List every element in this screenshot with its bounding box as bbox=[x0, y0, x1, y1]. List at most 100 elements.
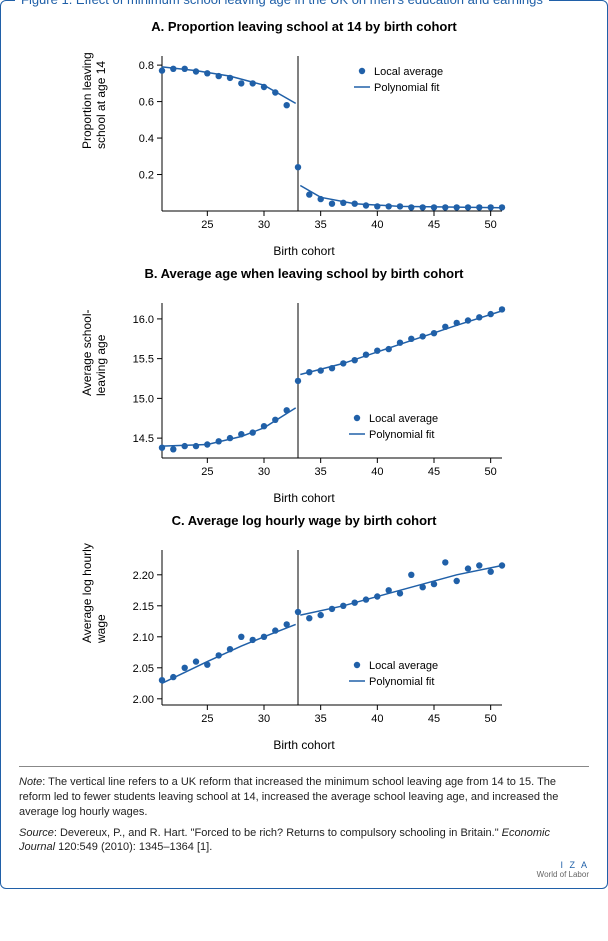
panel-C: C. Average log hourly wage by birth coho… bbox=[19, 513, 589, 752]
data-point bbox=[238, 634, 244, 640]
data-point bbox=[420, 204, 426, 210]
data-point bbox=[352, 357, 358, 363]
data-point bbox=[216, 73, 222, 79]
data-point bbox=[476, 204, 482, 210]
y-axis-label: Average log hourlywage bbox=[80, 627, 108, 643]
data-point bbox=[272, 417, 278, 423]
x-tick-label: 30 bbox=[258, 219, 270, 231]
x-tick-label: 50 bbox=[485, 219, 497, 231]
x-tick-label: 35 bbox=[315, 713, 327, 725]
data-point bbox=[238, 80, 244, 86]
panels-container: A. Proportion leaving school at 14 by bi… bbox=[19, 19, 589, 752]
data-point bbox=[363, 352, 369, 358]
data-point bbox=[204, 70, 210, 76]
data-point bbox=[182, 665, 188, 671]
data-point bbox=[284, 102, 290, 108]
x-tick-label: 40 bbox=[371, 219, 383, 231]
data-point bbox=[363, 596, 369, 602]
data-point bbox=[431, 204, 437, 210]
data-point bbox=[284, 407, 290, 413]
footer-branding: I Z A World of Labor bbox=[19, 861, 589, 880]
y-axis-label: Average school-leaving age bbox=[80, 380, 108, 396]
data-point bbox=[159, 677, 165, 683]
x-tick-label: 35 bbox=[315, 219, 327, 231]
data-point bbox=[329, 201, 335, 207]
panel-title: B. Average age when leaving school by bi… bbox=[144, 266, 463, 281]
legend: Local averagePolynomial fit bbox=[354, 66, 443, 94]
x-tick-label: 45 bbox=[428, 713, 440, 725]
legend: Local average Polynomial fit bbox=[349, 660, 438, 688]
data-point bbox=[386, 587, 392, 593]
data-point bbox=[397, 340, 403, 346]
data-point bbox=[408, 204, 414, 210]
source-text: Source: Devereux, P., and R. Hart. "Forc… bbox=[19, 826, 589, 856]
y-tick-label: 14.5 bbox=[133, 433, 154, 445]
data-point bbox=[238, 431, 244, 437]
data-point bbox=[340, 360, 346, 366]
data-point bbox=[476, 314, 482, 320]
x-tick-label: 50 bbox=[485, 466, 497, 478]
data-point bbox=[408, 572, 414, 578]
data-point bbox=[454, 578, 460, 584]
x-tick-label: 30 bbox=[258, 713, 270, 725]
data-point bbox=[227, 646, 233, 652]
data-point bbox=[170, 446, 176, 452]
notes-section: Note: The vertical line refers to a UK r… bbox=[19, 766, 589, 855]
y-tick-label: 0.6 bbox=[139, 97, 154, 109]
chart-svg: 2530354045500.20.40.60.8Local averagePol… bbox=[102, 36, 522, 246]
source-suffix: 120:549 (2010): 1345–1364 [1]. bbox=[55, 841, 212, 853]
chart-wrap: Average school-leaving age25303540455014… bbox=[86, 283, 522, 493]
source-prefix: : Devereux, P., and R. Hart. "Forced to … bbox=[54, 827, 502, 839]
data-point bbox=[261, 634, 267, 640]
data-point bbox=[488, 204, 494, 210]
data-point bbox=[227, 75, 233, 81]
data-point bbox=[227, 435, 233, 441]
x-axis-label: Birth cohort bbox=[273, 738, 334, 752]
data-point bbox=[374, 593, 380, 599]
data-point bbox=[318, 612, 324, 618]
note-text: Note: The vertical line refers to a UK r… bbox=[19, 775, 589, 820]
x-tick-label: 40 bbox=[371, 713, 383, 725]
legend-marker-icon bbox=[354, 662, 360, 668]
data-point bbox=[397, 203, 403, 209]
data-point bbox=[329, 606, 335, 612]
legend-marker-label: Local average bbox=[369, 413, 438, 425]
data-point bbox=[204, 662, 210, 668]
data-point bbox=[216, 652, 222, 658]
source-label: Source bbox=[19, 827, 54, 839]
y-tick-label: 0.4 bbox=[139, 133, 154, 145]
data-point bbox=[182, 443, 188, 449]
x-tick-label: 30 bbox=[258, 466, 270, 478]
data-point bbox=[204, 441, 210, 447]
x-tick-label: 25 bbox=[201, 713, 213, 725]
data-point bbox=[193, 443, 199, 449]
data-point bbox=[182, 66, 188, 72]
figure-container: Figure 1. Effect of minimum school leavi… bbox=[0, 0, 608, 889]
fit-line-left bbox=[162, 67, 296, 104]
data-point bbox=[295, 164, 301, 170]
panel-title: C. Average log hourly wage by birth coho… bbox=[172, 513, 437, 528]
data-point bbox=[306, 615, 312, 621]
data-point bbox=[420, 584, 426, 590]
data-point bbox=[272, 89, 278, 95]
data-point bbox=[352, 600, 358, 606]
data-point bbox=[261, 84, 267, 90]
data-point bbox=[499, 306, 505, 312]
data-point bbox=[499, 562, 505, 568]
note-label: Note bbox=[19, 776, 42, 788]
data-point bbox=[465, 204, 471, 210]
legend-line-label: Polynomial fit bbox=[369, 676, 434, 688]
data-point bbox=[193, 658, 199, 664]
data-point bbox=[295, 609, 301, 615]
x-tick-label: 40 bbox=[371, 466, 383, 478]
data-point bbox=[431, 330, 437, 336]
legend-marker-label: Local average bbox=[369, 660, 438, 672]
data-point bbox=[318, 367, 324, 373]
data-point bbox=[318, 196, 324, 202]
data-point bbox=[329, 365, 335, 371]
data-point bbox=[397, 590, 403, 596]
x-tick-label: 45 bbox=[428, 219, 440, 231]
data-point bbox=[340, 200, 346, 206]
y-tick-label: 0.8 bbox=[139, 60, 154, 72]
x-tick-label: 50 bbox=[485, 713, 497, 725]
